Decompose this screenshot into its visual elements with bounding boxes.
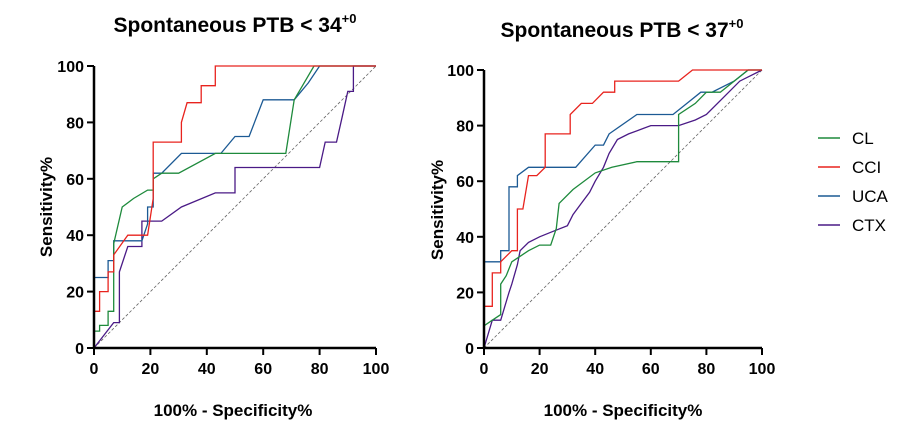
roc-curve-cci [93,65,376,348]
reference-diagonal-line [93,65,377,349]
panel-2-plot-area: 0 20 40 60 80 100 0 20 40 60 80 100 [447,63,775,378]
panel-1-y-axis-label: Sensitivity% [37,157,56,257]
panel-2-x-axis-label: 100% - Specificity% [544,401,703,420]
roc-curve-cci [483,69,762,348]
roc-curve-cl [93,65,376,348]
panel-ptb-34: Spontaneous PTB < 34+0 Sensitivity% 100%… [37,11,389,420]
y-tick-label: 80 [66,115,84,132]
y-tick-label: 80 [456,119,474,136]
roc-curve-uca [483,69,762,348]
panel-1-x-axis-label: 100% - Specificity% [154,401,313,420]
panel-1-plot-area: 0 20 40 60 80 100 0 20 40 60 80 100 [57,59,389,378]
y-tick-label: 20 [456,285,474,302]
x-tick-label: 100 [749,361,776,378]
x-tick-label: 0 [480,361,489,378]
x-tick-label: 80 [311,361,329,378]
reference-diagonal-line [483,69,763,349]
legend: CL CCI UCA CTX [818,129,889,235]
panel-2-y-axis-label: Sensitivity% [428,160,447,260]
y-tick-label: 60 [456,174,474,191]
y-tick-label: 40 [456,230,474,247]
x-tick-label: 40 [198,361,216,378]
x-tick-label: 80 [698,361,716,378]
y-tick-label: 0 [465,341,474,358]
y-tick-label: 0 [75,341,84,358]
x-tick-label: 20 [142,361,160,378]
panel-1-title: Spontaneous PTB < 34+0 [114,11,357,37]
y-tick-label: 20 [66,285,84,302]
x-tick-label: 60 [642,361,660,378]
x-tick-label: 0 [90,361,99,378]
x-tick-label: 20 [531,361,549,378]
panel-ptb-37: Spontaneous PTB < 37+0 Sensitivity% 100%… [428,16,775,420]
roc-curve-ctx [483,69,763,349]
legend-label-uca: UCA [852,187,889,206]
panel-2-title: Spontaneous PTB < 37+0 [501,16,744,42]
y-tick-label: 100 [447,63,474,80]
x-tick-label: 100 [363,361,390,378]
y-tick-label: 60 [66,172,84,189]
x-tick-label: 60 [254,361,272,378]
y-tick-label: 100 [57,59,84,76]
legend-label-ctx: CTX [852,216,886,235]
legend-label-cci: CCI [852,158,881,177]
y-tick-label: 40 [66,228,84,245]
roc-curve-uca [93,65,376,348]
x-tick-label: 40 [586,361,604,378]
legend-label-cl: CL [852,129,874,148]
roc-curve-cl [483,69,762,348]
roc-curve-ctx [93,65,376,349]
